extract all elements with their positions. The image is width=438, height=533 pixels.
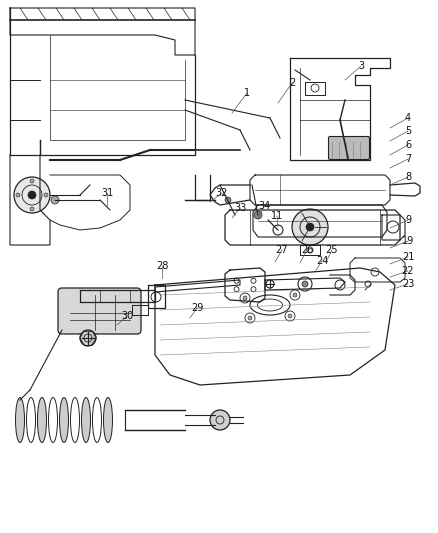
Text: 25: 25 (326, 245, 338, 255)
Ellipse shape (38, 398, 46, 442)
Text: 7: 7 (405, 154, 411, 164)
Circle shape (210, 410, 230, 430)
Circle shape (30, 207, 34, 211)
Text: 31: 31 (101, 188, 113, 198)
Text: 5: 5 (405, 126, 411, 136)
Circle shape (306, 223, 314, 231)
Ellipse shape (81, 398, 91, 442)
Text: 4: 4 (405, 113, 411, 123)
Circle shape (14, 177, 50, 213)
Text: 24: 24 (316, 256, 328, 266)
Circle shape (248, 316, 252, 320)
Circle shape (51, 196, 59, 204)
Text: 26: 26 (301, 245, 313, 255)
Text: 11: 11 (271, 211, 283, 221)
FancyBboxPatch shape (58, 288, 141, 334)
FancyBboxPatch shape (328, 136, 370, 159)
Circle shape (225, 197, 231, 203)
Circle shape (288, 314, 292, 318)
Circle shape (80, 330, 96, 346)
Text: 2: 2 (289, 78, 295, 88)
Circle shape (243, 296, 247, 300)
Circle shape (16, 193, 20, 197)
Text: 33: 33 (234, 203, 246, 213)
Text: 9: 9 (405, 215, 411, 225)
Text: 21: 21 (402, 252, 414, 262)
Text: 29: 29 (191, 303, 203, 313)
Text: 8: 8 (405, 172, 411, 182)
Ellipse shape (15, 398, 25, 442)
Circle shape (302, 281, 308, 287)
Text: 19: 19 (402, 236, 414, 246)
Ellipse shape (103, 398, 113, 442)
Text: 30: 30 (121, 311, 133, 321)
Circle shape (292, 209, 328, 245)
Circle shape (254, 211, 262, 219)
Text: 32: 32 (216, 188, 228, 198)
Circle shape (30, 179, 34, 183)
Text: 22: 22 (402, 266, 414, 276)
Text: 34: 34 (258, 201, 270, 211)
Ellipse shape (60, 398, 68, 442)
Text: 6: 6 (405, 140, 411, 150)
Text: 27: 27 (276, 245, 288, 255)
Circle shape (28, 191, 36, 199)
Circle shape (44, 193, 48, 197)
Text: 1: 1 (244, 88, 250, 98)
Text: 28: 28 (156, 261, 168, 271)
Circle shape (293, 293, 297, 297)
Text: 3: 3 (358, 61, 364, 71)
Text: 23: 23 (402, 279, 414, 289)
